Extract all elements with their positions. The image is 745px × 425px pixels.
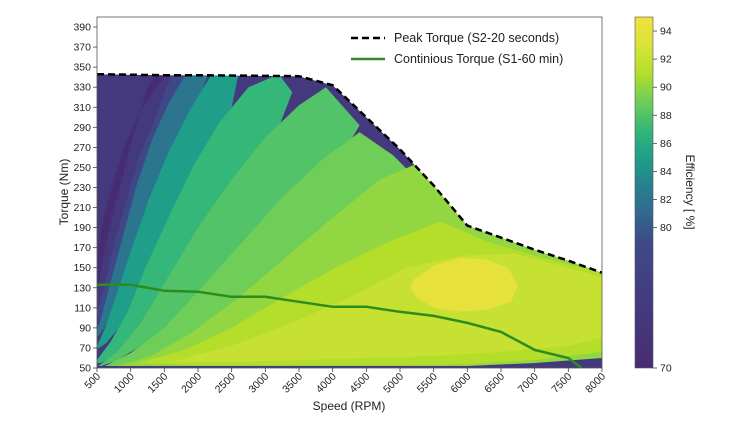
x-tick-label: 3000 (246, 371, 271, 396)
out-of-range-mask (97, 17, 602, 273)
x-tick-label: 7000 (516, 371, 541, 396)
y-tick-label: 310 (73, 102, 91, 114)
y-tick-label: 390 (73, 22, 91, 34)
colorbar-tick-label: 90 (660, 82, 672, 94)
y-tick-label: 110 (74, 302, 91, 314)
y-tick-label: 90 (79, 322, 91, 334)
y-tick-label: 190 (73, 222, 91, 234)
colorbar-tick-label: 94 (660, 26, 672, 38)
colorbar-tick-label: 84 (660, 166, 672, 178)
continuous-torque-line (97, 283, 583, 368)
y-tick-label: 290 (73, 122, 91, 134)
plot-frame (96, 16, 603, 369)
legend: Peak Torque (S2-20 seconds) Continious T… (351, 31, 563, 66)
x-tick-label: 1500 (145, 371, 170, 396)
y-axis-title: Torque (Nm) (57, 159, 71, 226)
y-tick-label: 50 (79, 363, 91, 375)
efficiency-region-94 (410, 257, 518, 312)
efficiency-contours (97, 17, 602, 368)
efficiency-region-87 (97, 74, 293, 363)
y-tick-label: 70 (79, 342, 91, 354)
colorbar-tick-label: 82 (660, 194, 672, 206)
x-tick-label: 6500 (482, 371, 507, 396)
efficiency-region-85 (97, 74, 239, 348)
x-axis: 500 1000 1500 2000 2500 3000 3500 4000 4500 5000 5… (82, 368, 608, 396)
x-axis-title: Speed (RPM) (313, 399, 386, 413)
colorbar-gradient (634, 16, 654, 369)
y-tick-label: 350 (73, 62, 91, 74)
x-tick-label: 4000 (314, 371, 339, 396)
y-tick-label: 330 (73, 82, 91, 94)
efficiency-region-88 (98, 87, 360, 366)
x-tick-label: 3500 (280, 371, 305, 396)
y-tick-label: 270 (73, 142, 91, 154)
x-tick-label: 1000 (112, 371, 137, 396)
x-tick-label: 8000 (583, 371, 608, 396)
x-tick-label: 2500 (213, 371, 238, 396)
colorbar-title: Efficiency [ %] (683, 154, 697, 229)
colorbar-tick-label: 86 (660, 138, 672, 150)
x-tick-label: 2000 (179, 371, 204, 396)
colorbar-tick-label: 88 (660, 110, 672, 122)
colorbar-tick-label: 70 (660, 363, 672, 375)
x-tick-label: 4500 (347, 371, 372, 396)
y-tick-label: 130 (73, 282, 91, 294)
x-tick-label: 7500 (549, 371, 574, 396)
peak-torque-line (97, 72, 602, 274)
y-tick-label: 150 (73, 262, 91, 274)
legend-peak-label: Peak Torque (S2-20 seconds) (394, 31, 559, 45)
torque-curves (97, 72, 602, 368)
legend-continuous-label: Continious Torque (S1-60 min) (394, 52, 563, 66)
colorbar-tick-label: 92 (660, 54, 672, 66)
colorbar: 70 80 82 84 86 88 90 92 94 Efficiency [ %] (634, 16, 697, 375)
y-tick-label: 250 (73, 162, 91, 174)
y-tick-label: 210 (73, 202, 91, 214)
y-tick-label: 370 (73, 42, 91, 54)
y-tick-label: 170 (73, 242, 91, 254)
colorbar-tick-label: 80 (660, 222, 672, 234)
y-axis: 50 70 90 110 130 150 170 190 210 230 250 270 290 310 3… (73, 22, 97, 375)
x-tick-label: 5500 (415, 371, 440, 396)
x-tick-label: 6000 (448, 371, 473, 396)
x-tick-label: 5000 (381, 371, 406, 396)
y-tick-label: 230 (73, 182, 91, 194)
efficiency-region-89 (105, 132, 427, 366)
